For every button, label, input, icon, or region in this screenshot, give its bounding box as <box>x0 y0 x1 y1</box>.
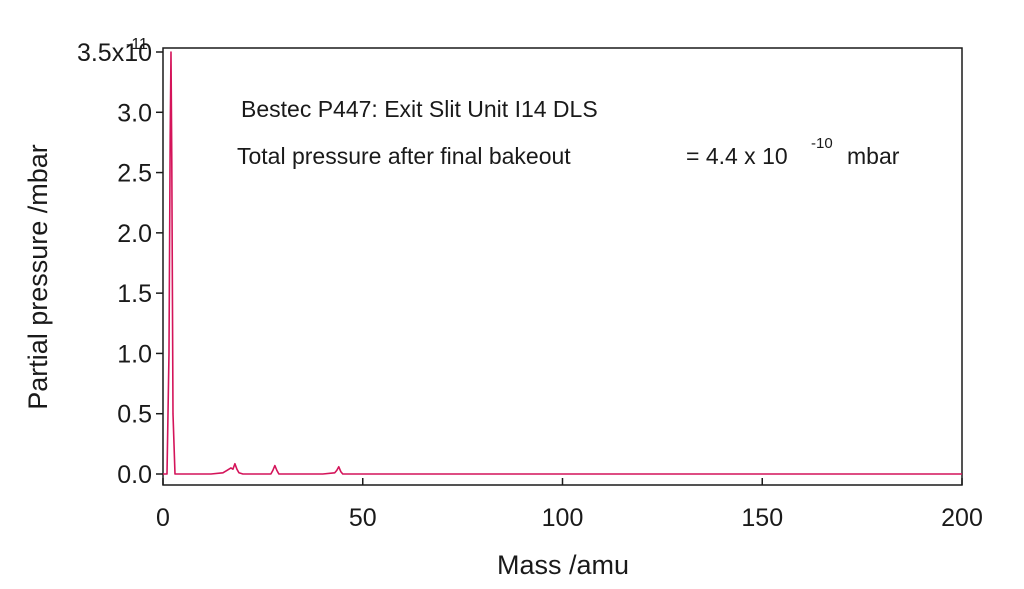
x-tick-label: 100 <box>542 504 584 532</box>
x-axis-label: Mass /amu <box>497 550 629 580</box>
series-layer <box>163 51 962 475</box>
y-tick-label: 2.5 <box>117 160 152 188</box>
annotation-pressure-exponent: -10 <box>811 135 833 152</box>
y-axis-ticks: 0.0 0.5 1.0 1.5 2.0 2.5 3.0 3.5x10 <box>77 39 163 489</box>
x-axis-ticks: 0 50 100 150 200 <box>156 478 983 532</box>
annotation-title: Bestec P447: Exit Slit Unit I14 DLS <box>241 96 598 122</box>
annotation-pressure-value: = 4.4 x 10 <box>686 143 788 169</box>
annotation-pressure-text: Total pressure after final bakeout <box>237 143 571 169</box>
y-tick-label: 1.0 <box>117 340 152 368</box>
y-axis-exponent: -11 <box>126 36 148 53</box>
y-tick-label: 0.0 <box>117 461 152 489</box>
y-tick-label: 3.0 <box>117 99 152 127</box>
y-tick-label: 3.5x10 <box>77 39 152 67</box>
y-axis-label: Partial pressure /mbar <box>23 144 53 410</box>
y-tick-label: 2.0 <box>117 220 152 248</box>
annotation-pressure-unit: mbar <box>847 143 900 169</box>
y-tick-label: 1.5 <box>117 280 152 308</box>
y-tick-label: 0.5 <box>117 401 152 429</box>
series-line-0 <box>163 51 962 475</box>
x-tick-label: 200 <box>941 504 983 532</box>
x-tick-label: 50 <box>349 504 377 532</box>
x-tick-label: 0 <box>156 504 170 532</box>
x-tick-label: 150 <box>741 504 783 532</box>
